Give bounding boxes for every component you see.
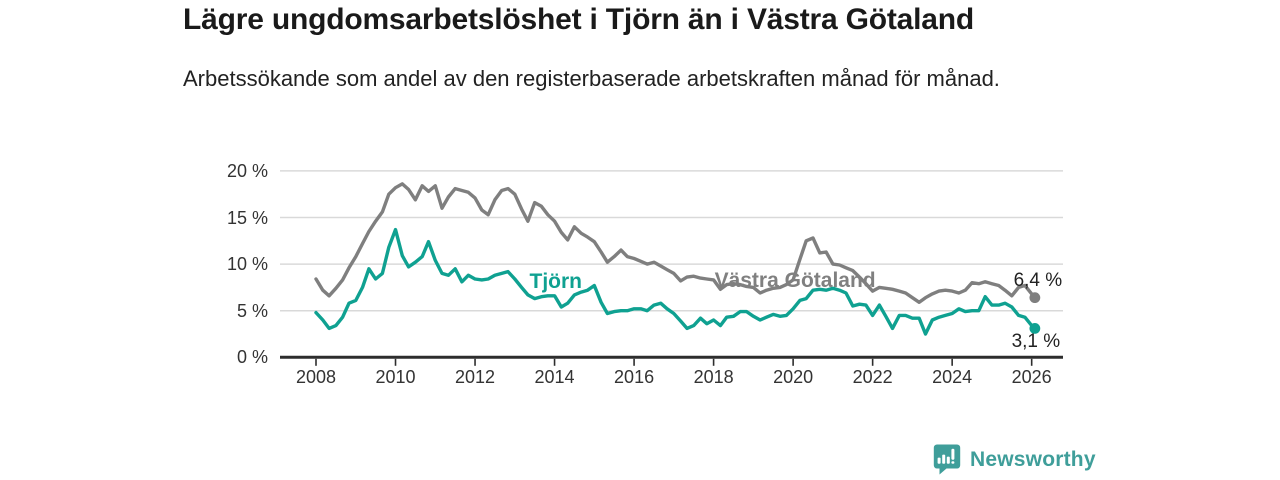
x-tick-label: 2024: [932, 367, 973, 387]
end-dot-tjorn: [1029, 323, 1041, 334]
x-tick-label: 2016: [614, 367, 655, 387]
x-tick-label: 2020: [773, 367, 814, 387]
y-tick-label: 0 %: [236, 347, 268, 368]
newsworthy-icon: [933, 444, 961, 475]
series-label-vastra-gotaland: Västra Götaland: [714, 268, 876, 292]
x-tick-label: 2022: [852, 367, 893, 387]
y-tick-label: 15 %: [226, 207, 268, 228]
x-tick-label: 2010: [375, 367, 416, 387]
end-value-label-vastra-gotaland: 6,4 %: [1013, 269, 1063, 291]
newsworthy-logo: Newsworthy: [933, 444, 1096, 475]
x-tick-label: 2008: [295, 367, 337, 387]
x-tick-label: 2012: [455, 367, 496, 387]
x-tick-label: 2026: [1011, 367, 1052, 387]
x-tick-label: 2014: [534, 367, 575, 387]
series-label-tjorn: Tjörn: [529, 269, 583, 293]
line-tjorn: [314, 227, 1037, 336]
y-tick-label: 20 %: [226, 160, 268, 181]
line-vastra-gotaland: [314, 182, 1037, 304]
x-tick-label: 2018: [693, 367, 734, 387]
chart-title: Lägre ungdomsarbetslöshet i Tjörn än i V…: [183, 3, 975, 36]
chart-subtitle: Arbetssökande som andel av den registerb…: [183, 66, 1000, 91]
end-dot-vastra-gotaland: [1029, 292, 1041, 304]
y-tick-label: 5 %: [236, 300, 268, 321]
end-value-label-tjorn: 3,1 %: [1011, 331, 1061, 353]
newsworthy-wordmark: Newsworthy: [970, 447, 1096, 471]
y-tick-label: 10 %: [226, 254, 268, 275]
